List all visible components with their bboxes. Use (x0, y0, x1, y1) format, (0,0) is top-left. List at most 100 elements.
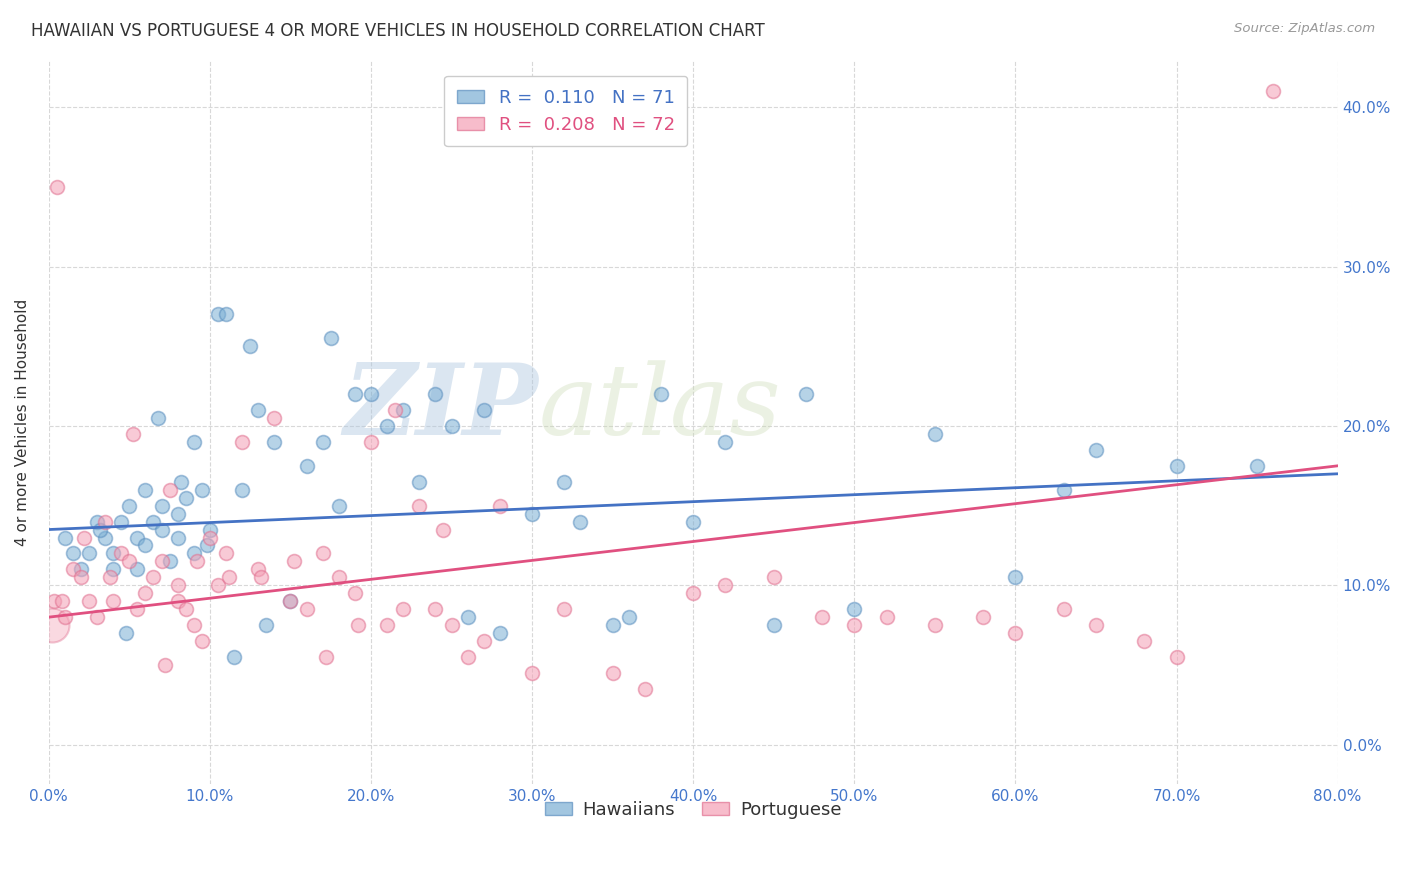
Point (53, 531, 76, 545)
Point (183, 618, 205, 632)
Point (315, 650, 337, 665)
Point (191, 483, 214, 497)
Point (972, 610, 994, 624)
Point (166, 594, 188, 608)
Point (247, 562, 270, 576)
Point (1004, 570, 1026, 584)
Point (1246, 458, 1268, 473)
Point (762, 570, 785, 584)
Point (520, 665, 543, 680)
Point (121, 427, 143, 442)
Point (42, 594, 65, 608)
Point (94, 515, 117, 529)
Point (360, 387, 382, 401)
Point (127, 562, 149, 576)
Point (602, 618, 624, 632)
Point (1084, 442, 1107, 457)
Point (62, 546, 84, 560)
Point (794, 387, 817, 401)
Point (51, 594, 73, 608)
Y-axis label: 4 or more Vehicles in Household: 4 or more Vehicles in Household (15, 299, 30, 546)
Text: atlas: atlas (538, 359, 782, 455)
Point (159, 483, 181, 497)
Point (440, 618, 463, 632)
Point (118, 554, 141, 568)
Point (924, 618, 946, 632)
Point (150, 554, 173, 568)
Point (134, 539, 156, 553)
Point (682, 515, 704, 529)
Point (231, 483, 253, 497)
Point (98, 570, 121, 584)
Point (682, 586, 704, 600)
Point (134, 483, 156, 497)
Point (360, 434, 382, 449)
Point (198, 523, 221, 537)
Point (472, 634, 495, 648)
Point (174, 491, 197, 505)
Point (602, 665, 624, 680)
Point (457, 610, 479, 624)
Point (520, 507, 543, 521)
Point (239, 339, 262, 353)
Point (408, 475, 430, 489)
Point (207, 308, 229, 322)
Point (166, 578, 188, 592)
Point (384, 403, 406, 417)
Point (110, 546, 132, 560)
Point (148, 411, 170, 425)
Point (150, 499, 173, 513)
Point (254, 618, 277, 632)
Point (811, 610, 834, 624)
Point (844, 602, 866, 616)
Point (174, 602, 197, 616)
Point (319, 331, 342, 345)
Point (343, 586, 366, 600)
Point (215, 308, 238, 322)
Point (118, 499, 141, 513)
Point (634, 681, 657, 696)
Point (328, 570, 350, 584)
Point (186, 554, 208, 568)
Point (924, 427, 946, 442)
Point (170, 475, 193, 489)
Point (283, 554, 305, 568)
Point (103, 546, 125, 560)
Point (150, 523, 173, 537)
Point (375, 419, 398, 434)
Point (159, 554, 181, 568)
Point (1084, 618, 1107, 632)
Point (198, 531, 221, 545)
Point (250, 570, 273, 584)
Point (553, 602, 575, 616)
Point (45, 180, 67, 194)
Point (70, 570, 93, 584)
Point (375, 618, 398, 632)
Point (553, 475, 575, 489)
Point (1053, 602, 1076, 616)
Legend: Hawaiians, Portuguese: Hawaiians, Portuguese (537, 794, 849, 826)
Point (280, 594, 302, 608)
Point (166, 507, 188, 521)
Point (844, 618, 866, 632)
Point (311, 434, 333, 449)
Point (1133, 634, 1156, 648)
Point (280, 594, 302, 608)
Point (77, 594, 100, 608)
Point (77, 546, 100, 560)
Point (1166, 458, 1188, 473)
Point (425, 602, 447, 616)
Point (53, 610, 76, 624)
Point (432, 523, 454, 537)
Point (86, 515, 108, 529)
Point (94, 531, 117, 545)
Point (295, 602, 318, 616)
Point (1263, 85, 1285, 99)
Point (191, 634, 214, 648)
Point (142, 515, 165, 529)
Point (392, 403, 415, 417)
Point (457, 650, 479, 665)
Text: ZIP: ZIP (343, 359, 538, 456)
Point (263, 434, 285, 449)
Point (714, 434, 737, 449)
